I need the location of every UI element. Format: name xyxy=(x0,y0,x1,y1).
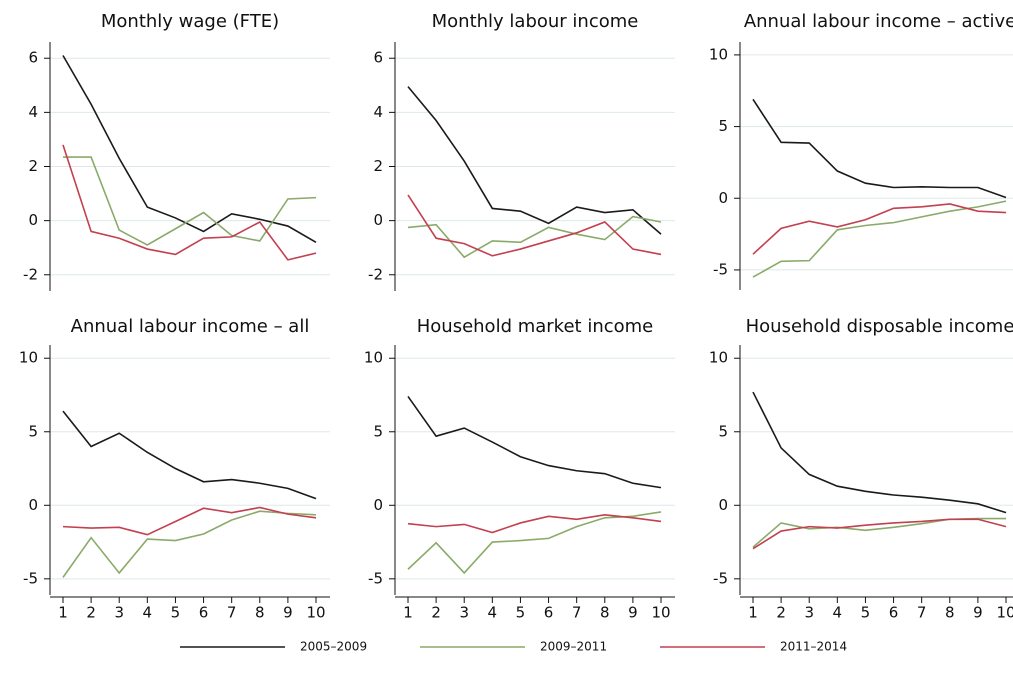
x-tick-label: 8 xyxy=(945,604,955,622)
series-line xyxy=(62,144,317,261)
x-tick-label: 3 xyxy=(804,604,814,622)
y-tick-label: 4 xyxy=(28,103,38,121)
x-tick-label: 8 xyxy=(600,604,610,622)
x-tick-label: 7 xyxy=(227,604,237,622)
y-tick-label: 6 xyxy=(28,49,38,67)
series-line xyxy=(407,514,662,534)
y-tick-label: 10 xyxy=(709,349,728,367)
panel-title: Monthly wage (FTE) xyxy=(101,11,279,32)
series-line xyxy=(407,86,662,235)
legend-label: 2005–2009 xyxy=(300,640,367,654)
series-line xyxy=(63,156,317,246)
x-tick-label: 10 xyxy=(306,604,325,622)
x-tick-label: 3 xyxy=(459,604,469,622)
panel-title: Monthly labour income xyxy=(432,11,639,32)
x-tick-label: 7 xyxy=(917,604,927,622)
legend-label: 2011–2014 xyxy=(780,640,847,654)
y-tick-label: -5 xyxy=(23,569,38,587)
y-tick-label: 5 xyxy=(718,422,728,440)
x-tick-label: 5 xyxy=(861,604,871,622)
series-line xyxy=(62,410,317,500)
x-tick-label: 5 xyxy=(516,604,526,622)
panel-title: Household disposable income xyxy=(746,316,1013,337)
series-line xyxy=(752,98,1007,199)
x-tick-label: 9 xyxy=(628,604,638,622)
series-line xyxy=(752,200,1007,278)
series-line xyxy=(62,55,317,243)
panel-title: Household market income xyxy=(417,316,654,337)
y-tick-label: 5 xyxy=(373,422,383,440)
panel-title: Annual labour income – all xyxy=(71,316,310,337)
y-tick-label: 0 xyxy=(373,496,383,514)
series-line xyxy=(407,396,662,489)
panel-title: Annual labour income – active xyxy=(744,11,1013,32)
x-tick-label: 3 xyxy=(114,604,124,622)
x-tick-label: 1 xyxy=(748,604,758,622)
x-tick-label: 8 xyxy=(255,604,265,622)
x-tick-label: 6 xyxy=(889,604,899,622)
x-tick-label: 10 xyxy=(651,604,670,622)
y-tick-label: -5 xyxy=(713,569,728,587)
legend-label: 2009–2011 xyxy=(540,640,607,654)
y-tick-label: -2 xyxy=(368,265,383,283)
y-tick-label: 0 xyxy=(373,211,383,229)
series-line xyxy=(62,506,317,536)
x-tick-label: 7 xyxy=(572,604,582,622)
x-tick-label: 4 xyxy=(833,604,843,622)
x-tick-label: 6 xyxy=(544,604,554,622)
x-tick-label: 1 xyxy=(58,604,68,622)
series-line xyxy=(407,194,662,257)
y-tick-label: 10 xyxy=(364,349,383,367)
y-tick-label: 5 xyxy=(718,117,728,135)
y-tick-label: 0 xyxy=(718,189,728,207)
series-line xyxy=(62,510,317,578)
series-line xyxy=(752,203,1007,255)
y-tick-label: 5 xyxy=(28,422,38,440)
x-tick-label: 4 xyxy=(488,604,498,622)
x-tick-label: 5 xyxy=(171,604,181,622)
x-tick-label: 2 xyxy=(86,604,96,622)
x-tick-label: 2 xyxy=(431,604,441,622)
series-line xyxy=(752,517,1006,548)
y-tick-label: 10 xyxy=(709,45,728,63)
y-tick-label: -5 xyxy=(368,569,383,587)
x-tick-label: 4 xyxy=(143,604,153,622)
y-tick-label: 2 xyxy=(373,157,383,175)
y-tick-label: -2 xyxy=(23,265,38,283)
y-tick-label: 10 xyxy=(19,349,38,367)
x-tick-label: 6 xyxy=(199,604,209,622)
y-tick-label: 4 xyxy=(373,103,383,121)
series-line xyxy=(752,391,1007,514)
y-tick-label: 2 xyxy=(28,157,38,175)
x-tick-label: 10 xyxy=(996,604,1013,622)
x-tick-label: 9 xyxy=(283,604,293,622)
y-tick-label: 0 xyxy=(718,496,728,514)
x-tick-label: 2 xyxy=(776,604,786,622)
series-line xyxy=(752,518,1007,550)
y-tick-label: 0 xyxy=(28,211,38,229)
series-line xyxy=(407,511,662,575)
x-tick-label: 9 xyxy=(973,604,983,622)
y-tick-label: -5 xyxy=(713,260,728,278)
y-tick-label: 0 xyxy=(28,496,38,514)
x-tick-label: 1 xyxy=(403,604,413,622)
y-tick-label: 6 xyxy=(373,49,383,67)
series-line xyxy=(407,215,662,259)
